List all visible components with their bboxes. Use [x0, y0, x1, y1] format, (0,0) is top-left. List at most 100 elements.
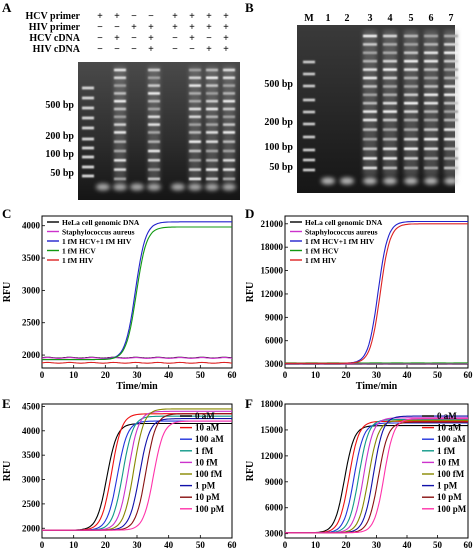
gel-a-sign: +: [114, 33, 120, 44]
gel-a-band: [223, 99, 235, 103]
gel-a-band: [189, 159, 201, 162]
gel-a-dimer-band: [113, 183, 127, 191]
gel-b-band: [383, 128, 397, 131]
gel-b-band: [424, 51, 438, 55]
gel-a-band: [206, 131, 218, 134]
gel-a-marker-band: [82, 106, 94, 110]
x-tick-label: 60: [228, 370, 238, 380]
y-tick-label: 15000: [261, 425, 284, 435]
gel-a-band: [223, 168, 235, 171]
legend-entry: 1 fM: [195, 446, 214, 456]
gel-a-band: [223, 159, 235, 162]
gel-b-band: [424, 43, 438, 46]
gel-b-size-labels: 500 bp 200 bp 100 bp 50 bp: [264, 79, 293, 173]
gel-a-band: [223, 177, 235, 181]
gel-b-band: [404, 128, 418, 131]
gel-b-marker-band: [303, 168, 315, 172]
gel-a-sign: +: [189, 11, 195, 22]
series-line: [285, 418, 468, 534]
gel-a-sign: +: [97, 11, 103, 22]
legend-entry: 10 pM: [195, 492, 220, 502]
legend-entry: 0 aM: [195, 411, 215, 421]
gel-b-band: [424, 128, 438, 131]
y-tick-label: 2000: [22, 523, 41, 533]
y-tick-label: 3500: [22, 450, 41, 460]
gel-a-band: [189, 99, 201, 103]
gel-b-band: [444, 43, 458, 46]
y-axis-label: RFU: [245, 461, 256, 482]
chart-f: 0 10 20 30 40 50 60 3000 6000 9000 12000 15000 18000…: [245, 399, 473, 548]
gel-a-sign: −: [97, 22, 103, 33]
gel-a-sign: +: [189, 33, 195, 44]
gel-a-band: [206, 107, 218, 111]
y-tick-label: 4000: [22, 221, 41, 231]
gel-a-band: [206, 84, 218, 87]
x-tick-label: 0: [40, 540, 45, 548]
gel-a-band: [114, 115, 126, 119]
y-tick-label: 2500: [22, 318, 41, 328]
gel-a-band: [206, 149, 218, 153]
gel-a-band: [189, 107, 201, 111]
legend-entry: 1 fM HIV: [62, 256, 94, 265]
gel-b-band: [424, 68, 438, 71]
gel-b-dimer-band: [404, 177, 418, 185]
gel-b-lane-label: 5: [409, 13, 414, 24]
gel-b-band: [424, 110, 438, 113]
gel-a-sign: −: [131, 11, 137, 22]
panel-b-gel: B M 1 2 3 4 5 6 7 500 bp 200 bp 100 bp 50 bp: [245, 0, 458, 193]
gel-b-band: [424, 93, 438, 97]
gel-a-band: [206, 140, 218, 143]
gel-b-band: [424, 76, 438, 80]
gel-b-band: [363, 128, 377, 131]
gel-b-band: [444, 128, 458, 131]
gel-a-band: [189, 149, 201, 153]
legend-entry: HeLa cell genomic DNA: [305, 218, 383, 227]
gel-b-band: [444, 85, 458, 88]
gel-a-size-label: 500 bp: [45, 100, 74, 111]
gel-b-lanes: [303, 30, 458, 185]
gel-a-sign: −: [114, 22, 120, 33]
series-line: [41, 357, 233, 359]
gel-b-band: [383, 157, 397, 160]
gel-a-band: [148, 149, 160, 153]
legend-entry: 100 pM: [195, 504, 225, 514]
x-tick-label: 50: [433, 540, 443, 548]
gel-a-band: [206, 123, 218, 126]
gel-b-band: [404, 51, 418, 55]
gel-b-band: [444, 147, 458, 151]
y-tick-label: 6000: [265, 336, 284, 346]
gel-b-band: [363, 59, 377, 63]
gel-b-band: [383, 147, 397, 151]
chart-e: 0102030405060200025003000350040004500Tim…: [2, 401, 237, 548]
y-axis-label: RFU: [2, 282, 13, 303]
gel-a-band: [148, 140, 160, 143]
gel-b-band: [404, 68, 418, 71]
gel-b-band: [404, 118, 418, 122]
gel-a-band: [189, 177, 201, 181]
gel-a-dimer-band: [205, 183, 219, 191]
legend-entry: 1 fM HCV: [305, 247, 339, 256]
gel-b-band: [383, 101, 397, 105]
gel-a-marker-band: [82, 155, 94, 159]
series-line: [41, 361, 233, 364]
gel-b-band: [383, 85, 397, 88]
x-tick-label: 10: [69, 540, 79, 548]
gel-a-band: [189, 84, 201, 87]
x-tick-label: 10: [311, 540, 321, 548]
gel-b-size-label: 100 bp: [264, 142, 293, 153]
gel-a-sign: −: [206, 33, 212, 44]
gel-b-band: [363, 166, 377, 170]
series-line: [42, 226, 232, 361]
gel-a-marker-band: [82, 126, 94, 130]
legend-entry: 1 fM HCV+1 fM HIV: [305, 237, 375, 246]
gel-a-band: [114, 99, 126, 103]
y-tick-label: 3000: [22, 475, 41, 485]
y-tick-label: 21000: [261, 219, 284, 229]
gel-b-band: [363, 51, 377, 55]
x-tick-label: 30: [133, 540, 143, 548]
gel-a-dimer-band: [188, 183, 202, 191]
gel-a-marker-band: [82, 86, 94, 90]
gel-a-band: [223, 84, 235, 87]
gel-b-band: [383, 34, 397, 38]
panel-label-b: B: [245, 0, 254, 15]
